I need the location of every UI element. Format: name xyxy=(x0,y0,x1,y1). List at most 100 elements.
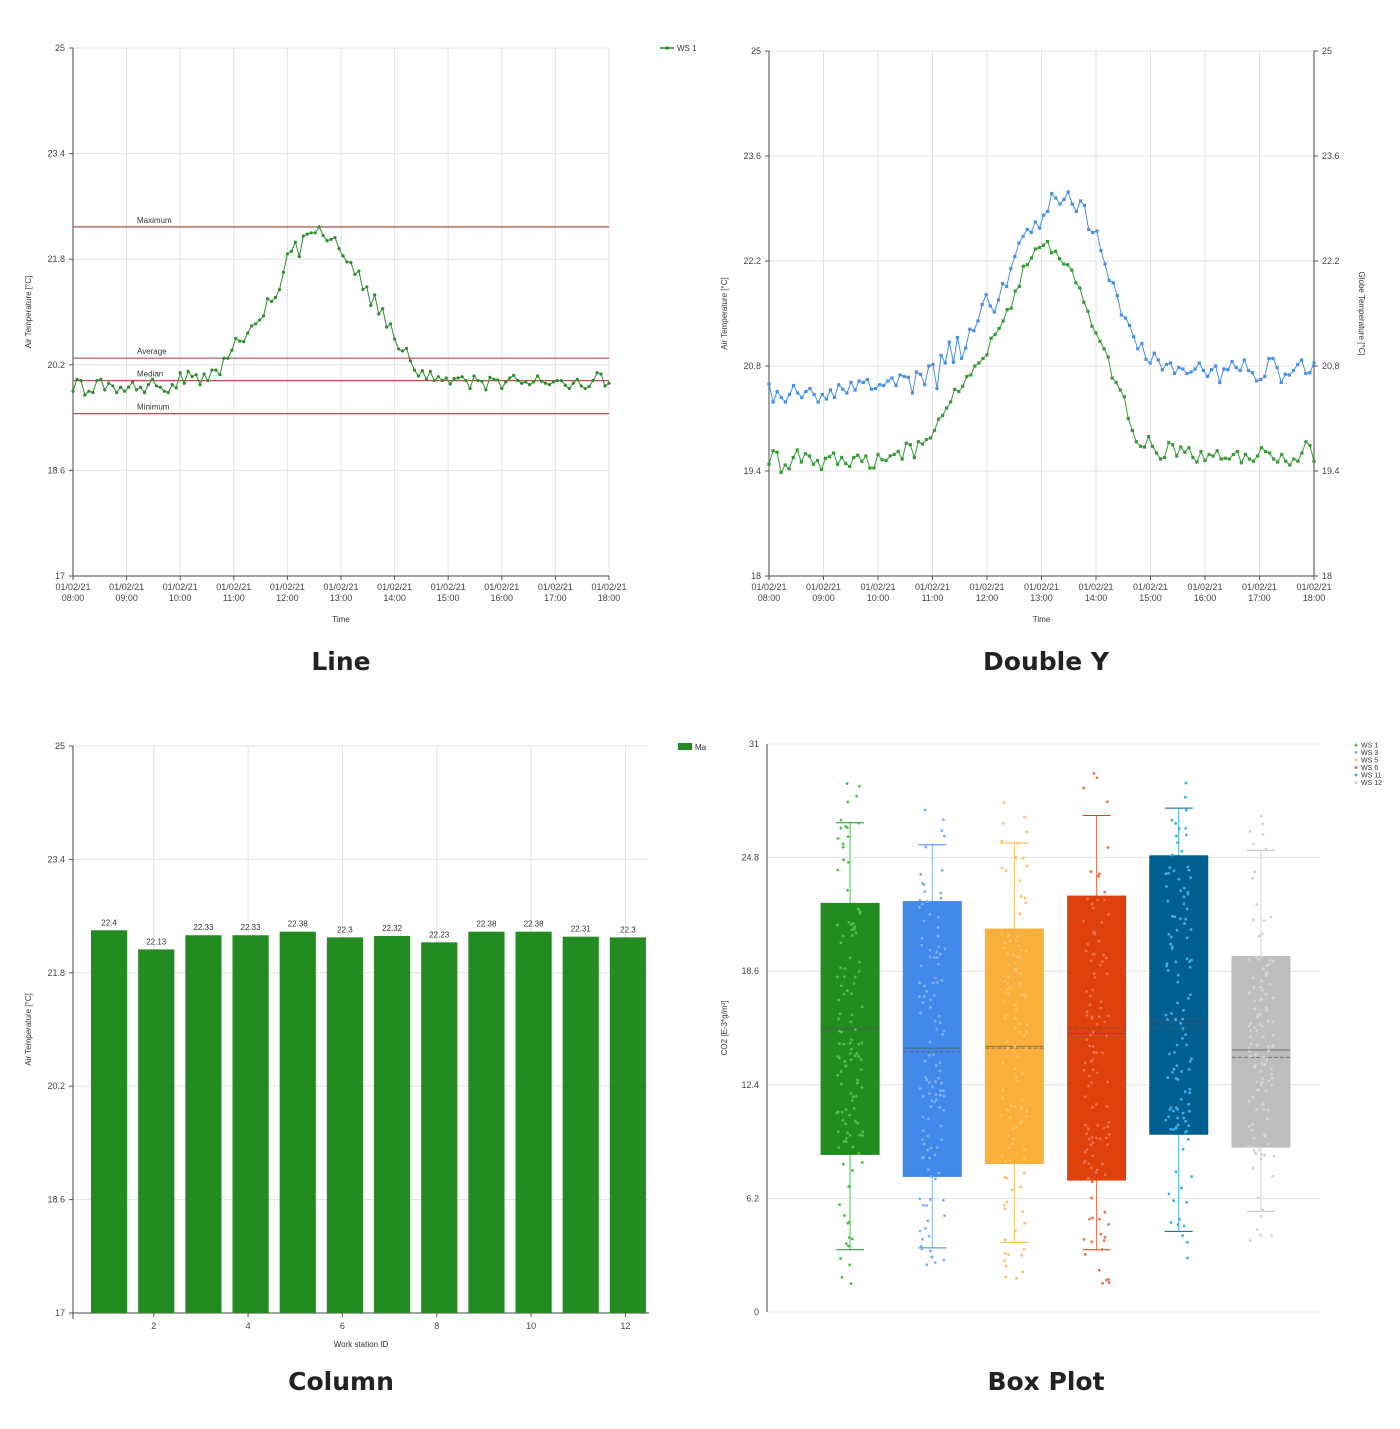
data-point xyxy=(1086,942,1090,946)
y-tick-label: 21.8 xyxy=(47,254,65,264)
data-point xyxy=(836,1130,840,1134)
data-point xyxy=(1261,833,1265,836)
data-point xyxy=(906,375,910,379)
data-point xyxy=(1101,1051,1104,1055)
data-point xyxy=(925,1204,928,1207)
data-point xyxy=(1252,1137,1256,1140)
data-point xyxy=(1188,960,1191,963)
data-point xyxy=(416,374,421,378)
data-point xyxy=(289,249,293,253)
data-point xyxy=(1262,1055,1266,1059)
data-point xyxy=(968,327,972,331)
box-plot-caption: Box Plot xyxy=(987,1367,1105,1396)
data-point xyxy=(1095,776,1099,780)
data-point xyxy=(972,329,976,333)
data-point xyxy=(1156,358,1160,362)
data-point xyxy=(1188,1087,1192,1091)
data-point xyxy=(815,458,820,463)
data-point xyxy=(412,368,417,372)
double-y-chart: 25 25 23.6 23.6 22.2 22.2 20.8 20.8 19.4 19.4 18 18… xyxy=(720,46,1366,624)
y-tick-label: 22.2 xyxy=(743,256,761,266)
data-point xyxy=(920,937,924,940)
data-point xyxy=(1100,1162,1104,1166)
data-point xyxy=(1012,1127,1016,1131)
data-point xyxy=(935,956,939,960)
data-point xyxy=(973,364,977,368)
data-point xyxy=(146,383,151,387)
data-point xyxy=(783,400,787,404)
data-point xyxy=(1270,1083,1274,1087)
data-point xyxy=(1259,998,1263,1002)
data-point xyxy=(1248,1239,1252,1242)
data-point xyxy=(969,373,973,377)
data-point xyxy=(1070,202,1074,206)
data-point xyxy=(922,1203,925,1207)
data-point xyxy=(1058,257,1062,261)
data-point xyxy=(1004,1275,1008,1279)
data-point xyxy=(535,374,540,378)
box xyxy=(902,901,962,1177)
data-point xyxy=(803,452,807,456)
data-point xyxy=(107,381,111,385)
data-point xyxy=(1183,450,1187,454)
data-point xyxy=(940,1081,944,1085)
data-point xyxy=(1114,380,1118,385)
data-point xyxy=(935,1098,938,1102)
double-y-chart-caption: Double Y xyxy=(983,647,1109,676)
data-point xyxy=(1098,1217,1101,1221)
data-point xyxy=(1107,1281,1111,1284)
data-point xyxy=(1184,808,1188,812)
legend-marker xyxy=(1354,773,1358,777)
data-point xyxy=(1270,1072,1274,1076)
data-point xyxy=(1020,1098,1024,1101)
data-point xyxy=(849,923,853,927)
data-point xyxy=(1268,958,1272,962)
data-point xyxy=(1021,1270,1025,1274)
data-point xyxy=(1238,368,1242,373)
data-point xyxy=(1189,928,1193,931)
data-point xyxy=(977,361,981,365)
data-point xyxy=(1255,1088,1259,1092)
data-point xyxy=(842,1042,846,1046)
data-point xyxy=(1106,846,1110,849)
data-point xyxy=(1007,975,1010,979)
data-point xyxy=(317,225,321,229)
legend-label: Ma xyxy=(695,743,707,752)
data-point xyxy=(1184,781,1188,785)
data-point xyxy=(1186,892,1190,896)
data-point xyxy=(357,269,361,273)
data-point xyxy=(1007,964,1011,968)
data-point xyxy=(1164,362,1169,367)
data-point xyxy=(1230,359,1234,364)
bar xyxy=(279,931,316,1313)
data-point xyxy=(846,835,850,839)
data-point xyxy=(1138,444,1143,448)
reference-label-median: Median xyxy=(137,370,163,379)
data-point xyxy=(468,386,472,391)
x-tick-label: 01/02/21 xyxy=(1242,582,1277,592)
data-point xyxy=(1179,445,1183,449)
data-point xyxy=(858,960,861,964)
data-point xyxy=(943,947,947,951)
data-point xyxy=(844,1108,848,1112)
data-point xyxy=(854,931,858,935)
data-point xyxy=(1251,877,1254,880)
data-point xyxy=(1176,1223,1180,1226)
data-point xyxy=(927,364,931,368)
data-point xyxy=(857,379,861,383)
x-tick-label-time: 12:00 xyxy=(976,593,999,603)
data-point xyxy=(1179,1021,1183,1025)
data-point xyxy=(1090,902,1094,906)
data-point xyxy=(849,1092,853,1095)
data-point xyxy=(924,845,928,849)
x-tick-label: 01/02/21 xyxy=(216,582,251,592)
data-point xyxy=(845,989,849,993)
data-point xyxy=(1002,946,1005,950)
data-point xyxy=(1003,1203,1006,1207)
data-point xyxy=(1175,1043,1179,1047)
data-point xyxy=(1091,906,1095,910)
data-point xyxy=(1267,451,1272,455)
series-line xyxy=(768,240,1315,474)
data-point xyxy=(373,293,377,297)
data-point xyxy=(839,826,843,830)
